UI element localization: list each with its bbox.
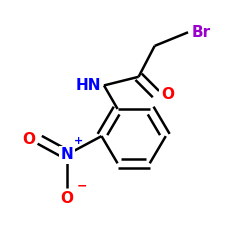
Text: +: + xyxy=(74,136,84,146)
Text: O: O xyxy=(60,190,74,206)
Text: Br: Br xyxy=(192,25,211,40)
Text: O: O xyxy=(22,132,35,147)
Text: O: O xyxy=(161,86,174,102)
Text: HN: HN xyxy=(76,78,102,93)
Text: N: N xyxy=(60,147,73,162)
Text: −: − xyxy=(77,179,87,192)
